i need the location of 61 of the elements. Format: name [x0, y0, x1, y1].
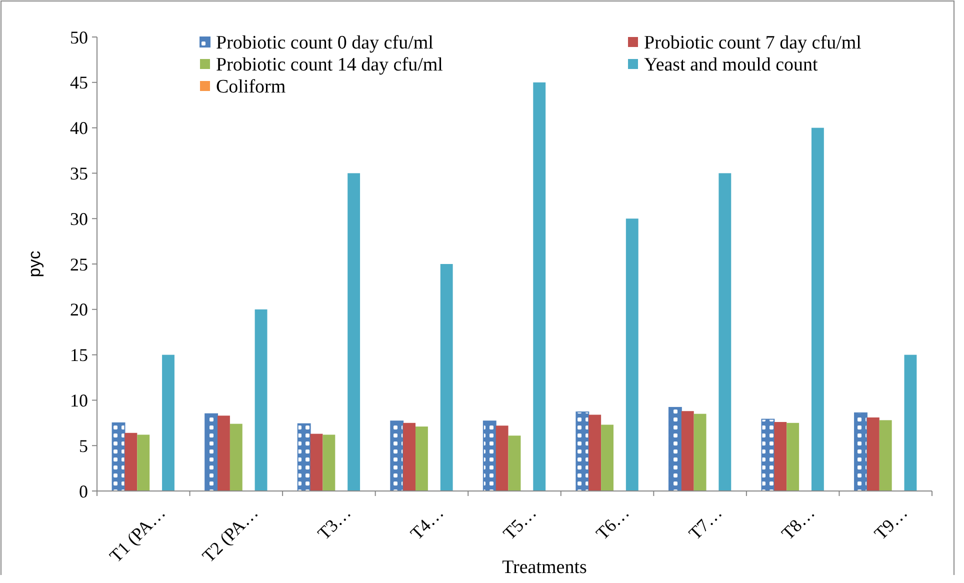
y-tick-label: 45: [70, 72, 88, 93]
bar: [390, 420, 404, 492]
bar: [774, 422, 787, 491]
y-tick-label: 25: [70, 254, 88, 274]
bar: [904, 354, 917, 491]
y-tick-label: 50: [70, 27, 88, 48]
y-tick-label: 0: [79, 481, 88, 502]
bar: [403, 422, 416, 491]
x-tick-label: T7…: [684, 502, 726, 544]
bar: [761, 418, 775, 492]
bar: [668, 406, 682, 492]
bar: [348, 173, 360, 491]
bar: [482, 420, 496, 492]
bar: [786, 422, 800, 491]
legend-label: Probiotic count 7 day cfu/ml: [644, 32, 862, 54]
bar: [204, 413, 218, 492]
bar: [854, 412, 868, 492]
x-tick-label: T4…: [406, 502, 448, 544]
x-tick-label: T6…: [592, 502, 634, 544]
bar: [626, 218, 638, 491]
bar: [601, 424, 614, 491]
legend-label: Coliform: [216, 76, 286, 98]
bar: [879, 420, 892, 491]
y-axis-title: pyc: [25, 250, 44, 278]
bar: [112, 422, 126, 492]
bar: [124, 432, 138, 491]
y-tick-label: 30: [70, 208, 88, 229]
bar: [588, 414, 602, 491]
y-tick-label: 40: [70, 118, 88, 138]
bar: [681, 411, 694, 491]
bar: [322, 434, 336, 491]
bar: [310, 434, 323, 491]
bar: [866, 417, 880, 491]
bar: [576, 412, 590, 492]
y-tick-label: 35: [70, 164, 88, 184]
bar: [508, 436, 521, 491]
bar: [137, 434, 150, 491]
bar: [496, 426, 508, 491]
y-tick-label: 5: [79, 436, 88, 456]
bar: [230, 424, 242, 491]
bar: [440, 264, 453, 491]
legend-label: Yeast and mould count: [644, 54, 819, 76]
x-axis-title: Treatments: [502, 557, 587, 578]
y-tick-label: 10: [70, 390, 88, 410]
bar: [254, 309, 268, 491]
bar: [218, 416, 230, 491]
bar: [533, 82, 546, 491]
bar: [718, 173, 732, 491]
x-tick-label: T3…: [314, 502, 355, 544]
legend-label: Probiotic count 14 day cfu/ml: [216, 54, 443, 76]
bar: [297, 423, 311, 492]
y-tick-label: 20: [70, 300, 88, 320]
legend-label: Probiotic count 0 day cfu/ml: [216, 32, 434, 54]
bar: [416, 426, 428, 491]
x-tick-label: T9…: [870, 502, 912, 544]
x-tick-label: T5…: [499, 502, 540, 544]
x-tick-label: T8…: [778, 502, 819, 544]
y-tick-label: 15: [70, 345, 88, 366]
bar: [811, 128, 824, 491]
bar: [162, 354, 174, 491]
bar: [694, 414, 706, 491]
